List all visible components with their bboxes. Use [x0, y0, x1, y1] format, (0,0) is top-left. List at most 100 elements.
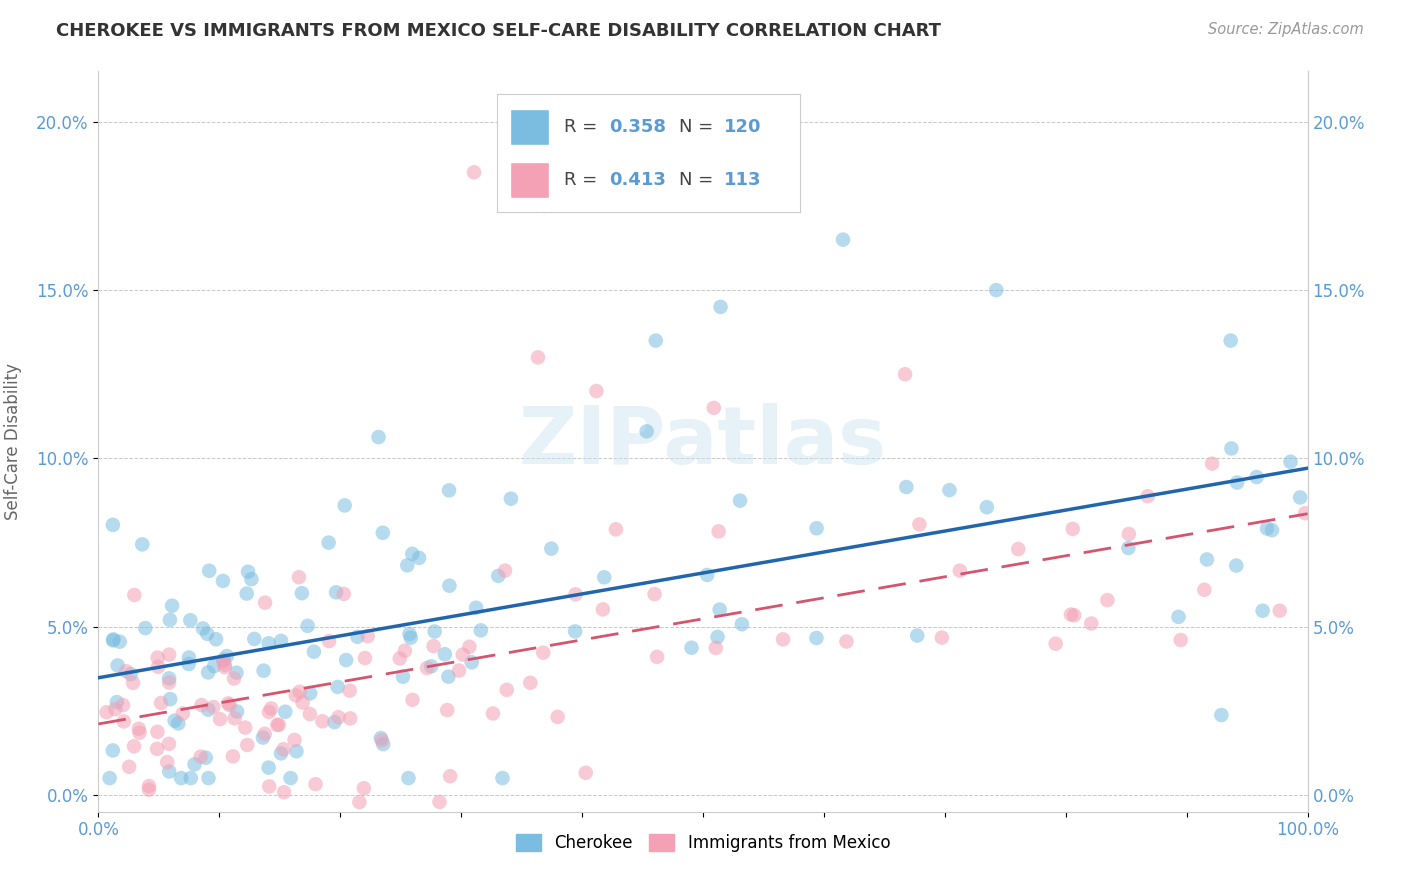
Point [325, 585, 347, 599]
Point [349, 795, 371, 809]
Point [205, 632, 228, 647]
Point [1045, 637, 1067, 651]
Point [976, 500, 998, 515]
Point [1225, 558, 1247, 573]
Point [437, 670, 460, 684]
Point [202, 700, 225, 714]
Point [198, 564, 221, 578]
Point [1268, 604, 1291, 618]
Point [416, 661, 439, 675]
Point [1261, 523, 1284, 537]
Point [212, 574, 235, 588]
Point [949, 564, 972, 578]
Point [225, 665, 247, 680]
Point [105, 695, 128, 709]
Point [1167, 610, 1189, 624]
Point [138, 782, 160, 797]
Point [190, 749, 212, 764]
Point [709, 300, 731, 314]
Point [101, 517, 124, 532]
Point [311, 714, 333, 729]
Point [408, 550, 430, 565]
Point [420, 659, 443, 673]
Point [124, 588, 146, 602]
Point [122, 676, 145, 690]
Point [160, 599, 183, 613]
Point [1170, 633, 1192, 648]
Point [257, 705, 280, 719]
Point [644, 334, 666, 348]
Point [197, 771, 219, 785]
Point [703, 401, 725, 415]
Point [1118, 527, 1140, 541]
Point [214, 660, 236, 674]
Point [772, 632, 794, 647]
Point [284, 688, 307, 702]
Point [905, 628, 928, 642]
Point [339, 683, 361, 698]
Point [257, 780, 280, 794]
Point [531, 646, 554, 660]
Point [212, 653, 235, 667]
Point [707, 524, 730, 539]
Point [1136, 489, 1159, 503]
Point [318, 634, 340, 648]
Point [527, 351, 550, 365]
Point [328, 710, 350, 724]
Point [908, 517, 931, 532]
Point [401, 547, 423, 561]
Point [326, 680, 349, 694]
Point [96, 705, 118, 719]
Point [592, 602, 614, 616]
Point [1256, 521, 1278, 535]
Point [103, 632, 125, 647]
Point [938, 483, 960, 497]
Point [101, 743, 124, 757]
Point [157, 737, 180, 751]
Point [202, 659, 225, 673]
Point [451, 648, 474, 662]
Point [108, 634, 131, 648]
Point [540, 541, 562, 556]
Point [157, 675, 180, 690]
Point [253, 727, 276, 741]
Point [128, 722, 150, 736]
Point [401, 693, 423, 707]
Point [1219, 334, 1241, 348]
Point [519, 675, 541, 690]
Point [731, 617, 754, 632]
Point [495, 682, 517, 697]
Point [222, 672, 245, 686]
Point [437, 483, 460, 498]
Point [593, 570, 616, 584]
Point [370, 731, 392, 745]
Point [112, 714, 135, 729]
Point [240, 572, 263, 586]
Point [1097, 593, 1119, 607]
Point [371, 525, 394, 540]
Point [266, 718, 288, 732]
Point [157, 764, 180, 779]
Point [335, 653, 357, 667]
Point [1246, 470, 1268, 484]
Point [177, 657, 200, 671]
Point [217, 697, 239, 711]
Point [146, 724, 169, 739]
Point [1220, 442, 1243, 456]
Point [696, 568, 718, 582]
Point [118, 760, 141, 774]
Point [257, 636, 280, 650]
Point [1080, 616, 1102, 631]
Point [195, 627, 218, 641]
Point [931, 631, 953, 645]
Point [1201, 457, 1223, 471]
Point [392, 670, 415, 684]
Point [398, 627, 420, 641]
Point [233, 721, 256, 735]
Point [605, 522, 627, 536]
Point [547, 710, 569, 724]
Point [323, 715, 346, 730]
Point [728, 493, 751, 508]
Point [439, 769, 461, 783]
Point [288, 570, 311, 584]
